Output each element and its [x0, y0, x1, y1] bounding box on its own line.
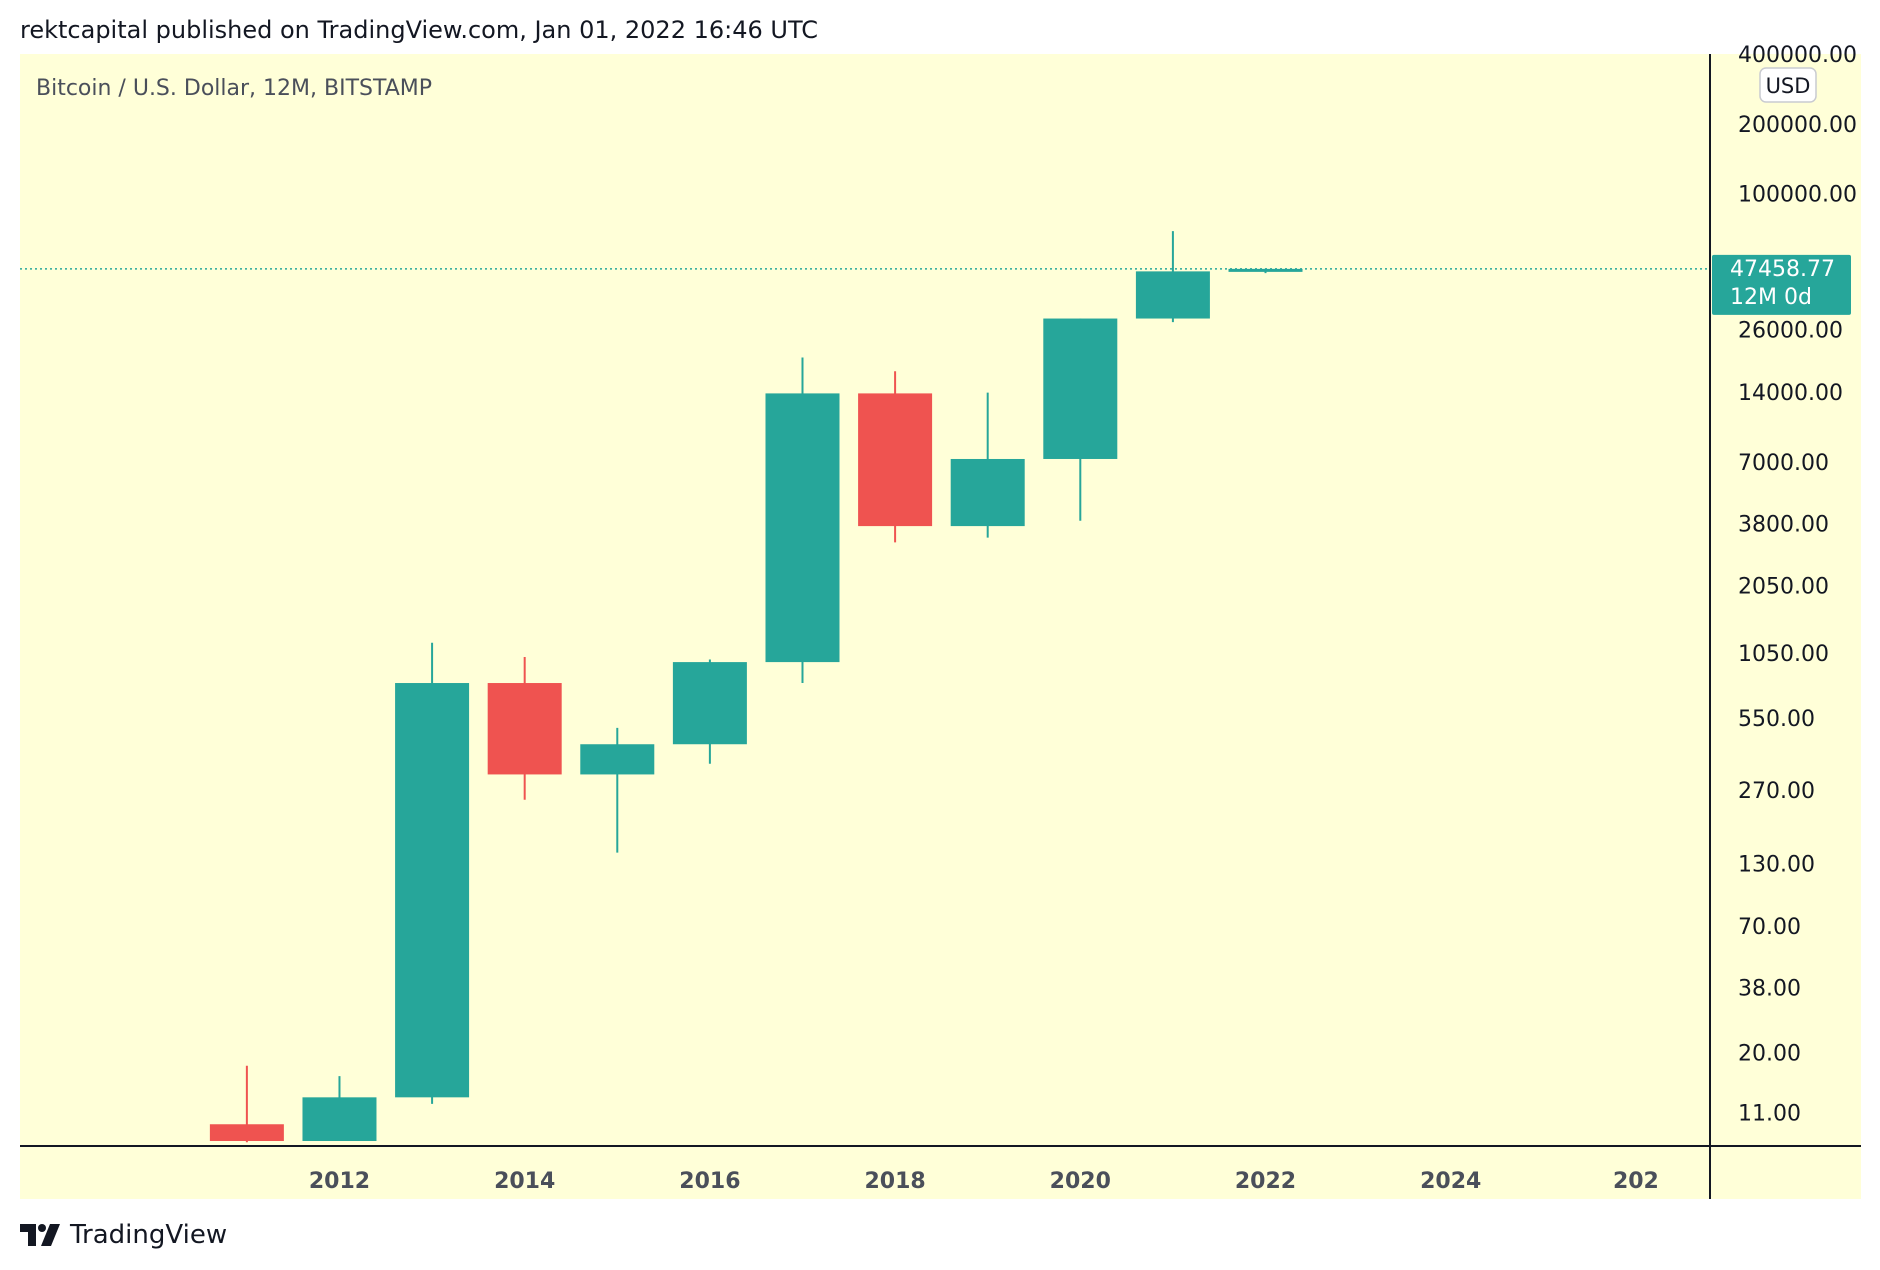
price-tick-label: 3800.00 — [1738, 512, 1829, 537]
candle-body-up — [950, 458, 1025, 527]
price-tick-label: 200000.00 — [1738, 113, 1857, 138]
candle-body-up — [580, 744, 655, 775]
candle — [487, 656, 562, 800]
candle — [765, 357, 840, 684]
price-tick-label: 130.00 — [1738, 853, 1815, 878]
candle — [1228, 268, 1303, 274]
candle-body-up — [395, 683, 470, 1098]
candle-body-up — [1228, 268, 1303, 272]
price-tick-label: 20.00 — [1738, 1041, 1801, 1066]
price-tick-label: 400000.00 — [1738, 43, 1857, 68]
candle — [1135, 231, 1210, 323]
time-tick-label: 2024 — [1420, 1169, 1481, 1194]
time-tick-label: 2014 — [494, 1169, 555, 1194]
price-tick-label: 70.00 — [1738, 915, 1801, 940]
price-scale[interactable]: 400000.00 200000.00 100000.00 26000.00 14000… — [1738, 43, 1857, 1127]
last-price-badge: 47458.77 12M 0d — [1712, 254, 1851, 315]
price-tick-label: 2050.00 — [1738, 575, 1829, 600]
last-price-value: 47458.77 — [1730, 257, 1835, 282]
candle-body-down — [487, 683, 562, 775]
plot-background — [20, 54, 1710, 1141]
candle-body-up — [765, 393, 840, 663]
price-tick-label: 26000.00 — [1738, 319, 1843, 344]
price-scale-background — [1710, 54, 1861, 1199]
candle-body-up — [302, 1097, 377, 1141]
time-tick-label: 202 — [1613, 1169, 1659, 1194]
time-tick-label: 2012 — [309, 1169, 370, 1194]
time-tick-label: 2018 — [864, 1169, 925, 1194]
price-tick-label: 7000.00 — [1738, 451, 1829, 476]
last-price-badge-box — [1712, 254, 1851, 315]
symbol-title: Bitcoin / U.S. Dollar, 12M, BITSTAMP — [36, 76, 432, 101]
candle — [672, 659, 747, 764]
candle — [302, 1076, 377, 1141]
candle — [1043, 318, 1118, 521]
candle-body-down — [858, 393, 933, 527]
time-tick-label: 2020 — [1050, 1169, 1111, 1194]
candle — [395, 642, 470, 1104]
candles-layer — [209, 231, 1303, 1143]
time-tick-label: 2016 — [679, 1169, 740, 1194]
price-tick-label: 14000.00 — [1738, 381, 1843, 406]
price-tick-label: 550.00 — [1738, 707, 1815, 732]
price-tick-label: 1050.00 — [1738, 642, 1829, 667]
currency-label: USD — [1766, 74, 1811, 98]
candle-body-up — [1135, 271, 1210, 319]
time-scale[interactable]: 2012 2014 2016 2018 2020 2022 2024 202 — [309, 1169, 1659, 1194]
candle-body-up — [1043, 318, 1118, 459]
candle — [858, 371, 933, 543]
candle-body-down — [209, 1124, 284, 1141]
price-tick-label: 270.00 — [1738, 779, 1815, 804]
candle — [209, 1065, 284, 1143]
time-tick-label: 2022 — [1235, 1169, 1296, 1194]
time-axis-background — [20, 1141, 1710, 1199]
footer: TradingView — [20, 1220, 227, 1250]
bar-countdown: 12M 0d — [1730, 285, 1812, 310]
publisher-header: rektcapital published on TradingView.com… — [20, 16, 818, 44]
tradingview-logo-icon — [20, 1224, 60, 1246]
candle — [950, 392, 1025, 538]
price-tick-label: 38.00 — [1738, 977, 1801, 1002]
price-tick-label: 100000.00 — [1738, 183, 1857, 208]
candle-body-up — [672, 662, 747, 745]
tradingview-brand[interactable]: TradingView — [70, 1220, 228, 1250]
currency-badge[interactable]: USD — [1759, 67, 1817, 103]
price-tick-label: 11.00 — [1738, 1102, 1801, 1127]
candle — [580, 727, 655, 853]
